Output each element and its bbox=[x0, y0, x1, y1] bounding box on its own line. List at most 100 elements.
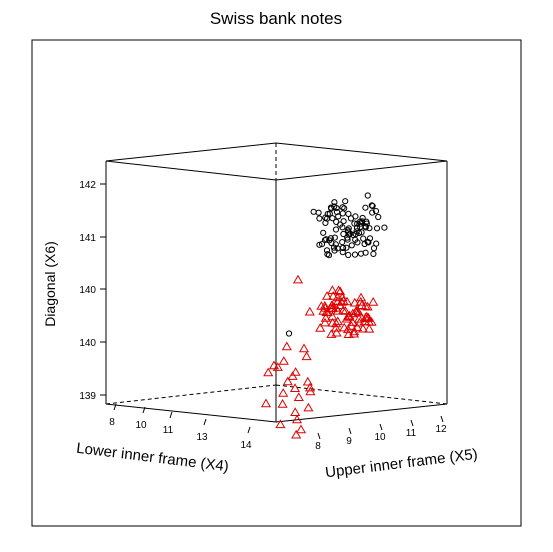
point-genuine bbox=[360, 235, 367, 242]
point-counterfeit bbox=[332, 316, 343, 326]
point-counterfeit bbox=[360, 301, 371, 310]
box-bottom-right bbox=[275, 403, 448, 423]
point-counterfeit bbox=[337, 292, 348, 302]
y-tick-label: 8 bbox=[315, 441, 321, 452]
x-tick-label: 8 bbox=[109, 417, 115, 428]
axis-ticks: 139 140 140 141 142 8 10 11 13 14 8 9 10 11 12 bbox=[79, 180, 447, 452]
point-genuine bbox=[340, 218, 347, 225]
point-counterfeit bbox=[293, 392, 304, 401]
point-genuine bbox=[329, 215, 336, 222]
point-counterfeit bbox=[341, 313, 352, 323]
point-counterfeit bbox=[355, 296, 366, 306]
point-genuine bbox=[357, 250, 365, 257]
point-counterfeit bbox=[289, 383, 301, 392]
point-counterfeit bbox=[349, 326, 360, 336]
point-counterfeit bbox=[368, 297, 379, 306]
point-genuine bbox=[339, 244, 347, 251]
point-counterfeit bbox=[339, 322, 350, 332]
point-counterfeit bbox=[335, 286, 346, 296]
point-genuine bbox=[364, 192, 371, 199]
point-counterfeit bbox=[357, 323, 369, 333]
point-counterfeit bbox=[333, 285, 344, 295]
point-counterfeit bbox=[260, 398, 272, 408]
point-genuine bbox=[368, 202, 375, 209]
point-genuine bbox=[331, 199, 338, 206]
point-genuine bbox=[373, 225, 381, 232]
point-counterfeit bbox=[315, 323, 326, 332]
point-counterfeit bbox=[304, 382, 316, 392]
point-genuine bbox=[355, 229, 363, 237]
point-counterfeit bbox=[275, 419, 286, 429]
point-genuine bbox=[351, 220, 358, 227]
point-genuine bbox=[331, 234, 338, 241]
point-genuine bbox=[348, 242, 355, 249]
point-counterfeit bbox=[319, 317, 331, 327]
point-genuine bbox=[339, 204, 346, 211]
point-counterfeit bbox=[328, 291, 339, 300]
point-genuine bbox=[339, 239, 346, 246]
point-counterfeit bbox=[263, 367, 274, 377]
point-counterfeit bbox=[316, 301, 327, 310]
y-tick-mark bbox=[379, 423, 383, 431]
point-genuine bbox=[321, 237, 329, 244]
point-counterfeit bbox=[291, 429, 302, 439]
point-counterfeit bbox=[332, 305, 343, 315]
point-counterfeit bbox=[341, 296, 353, 306]
point-counterfeit bbox=[321, 291, 333, 300]
point-counterfeit bbox=[342, 324, 354, 334]
point-counterfeit bbox=[320, 313, 331, 322]
box-bottom-left bbox=[105, 403, 277, 423]
point-counterfeit bbox=[330, 322, 342, 332]
point-counterfeit bbox=[360, 312, 371, 322]
x-tick-label: 14 bbox=[240, 440, 252, 451]
point-genuine bbox=[337, 221, 344, 228]
y-tick-label: 12 bbox=[435, 424, 447, 435]
plot-frame bbox=[31, 39, 522, 527]
y-tick-mark bbox=[440, 415, 444, 423]
point-genuine bbox=[310, 208, 317, 215]
point-genuine bbox=[370, 250, 377, 257]
point-counterfeit bbox=[363, 316, 374, 326]
point-genuine bbox=[381, 224, 388, 231]
x-tick-label: 10 bbox=[135, 420, 147, 431]
point-counterfeit bbox=[304, 306, 315, 316]
point-counterfeit bbox=[302, 376, 313, 386]
point-genuine bbox=[365, 239, 372, 246]
y-tick-label: 9 bbox=[346, 436, 352, 447]
point-counterfeit bbox=[327, 300, 338, 309]
point-counterfeit bbox=[291, 414, 303, 424]
point-genuine bbox=[351, 251, 359, 258]
point-counterfeit bbox=[298, 343, 310, 353]
point-genuine bbox=[357, 223, 364, 230]
point-genuine bbox=[335, 213, 342, 220]
point-counterfeit bbox=[290, 407, 301, 416]
x-tick-mark bbox=[142, 406, 146, 414]
point-genuine bbox=[343, 244, 350, 251]
point-counterfeit bbox=[301, 351, 312, 361]
point-genuine bbox=[331, 203, 338, 210]
point-counterfeit bbox=[352, 322, 363, 332]
point-genuine bbox=[342, 198, 349, 205]
data-points bbox=[260, 192, 388, 439]
point-genuine bbox=[362, 204, 369, 211]
point-counterfeit bbox=[332, 292, 343, 302]
point-counterfeit bbox=[350, 306, 361, 316]
point-counterfeit bbox=[268, 360, 280, 370]
chart-title: Swiss bank notes bbox=[210, 9, 342, 28]
point-genuine bbox=[358, 229, 365, 236]
x-tick-label: 11 bbox=[163, 425, 174, 436]
point-genuine bbox=[316, 215, 323, 222]
point-genuine bbox=[316, 241, 323, 248]
point-genuine bbox=[285, 330, 293, 337]
point-genuine bbox=[373, 240, 380, 247]
z-axis-label: Diagonal (X6) bbox=[42, 241, 58, 327]
point-counterfeit bbox=[277, 399, 288, 408]
point-counterfeit bbox=[347, 317, 358, 326]
point-counterfeit bbox=[331, 327, 342, 337]
z-tick-label: 141 bbox=[79, 233, 96, 244]
point-counterfeit bbox=[362, 301, 373, 311]
point-counterfeit bbox=[295, 424, 307, 434]
point-counterfeit bbox=[318, 306, 329, 315]
z-tick-label: 139 bbox=[79, 391, 96, 402]
